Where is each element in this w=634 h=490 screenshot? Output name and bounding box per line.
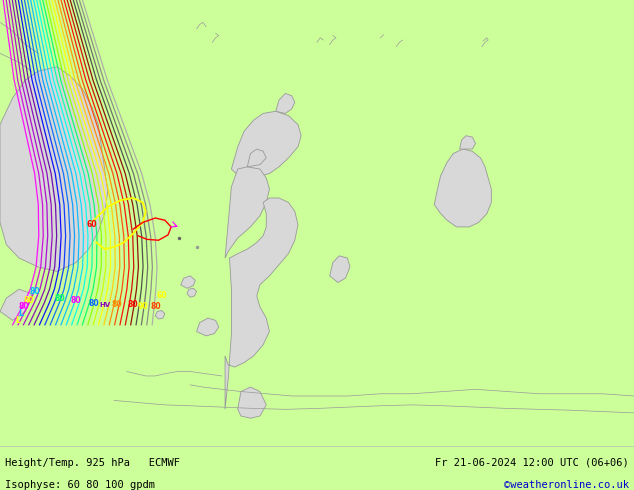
Text: 80: 80 bbox=[112, 300, 122, 309]
Text: 80: 80 bbox=[89, 299, 99, 308]
Text: 80: 80 bbox=[19, 302, 29, 312]
Text: 90: 90 bbox=[138, 302, 148, 312]
Text: 80: 80 bbox=[128, 300, 138, 309]
Polygon shape bbox=[0, 67, 108, 271]
Text: ©weatheronline.co.uk: ©weatheronline.co.uk bbox=[504, 480, 629, 490]
Polygon shape bbox=[231, 111, 301, 178]
Polygon shape bbox=[0, 289, 32, 320]
Polygon shape bbox=[181, 276, 195, 288]
Polygon shape bbox=[434, 149, 491, 227]
Text: 80: 80 bbox=[55, 294, 65, 303]
Polygon shape bbox=[460, 136, 476, 149]
Polygon shape bbox=[238, 387, 266, 418]
Polygon shape bbox=[276, 94, 295, 114]
Text: Isophyse: 60 80 100 gpdm: Isophyse: 60 80 100 gpdm bbox=[5, 480, 155, 490]
Text: 80: 80 bbox=[30, 287, 40, 296]
Polygon shape bbox=[155, 311, 165, 319]
Text: Fr 21-06-2024 12:00 UTC (06+06): Fr 21-06-2024 12:00 UTC (06+06) bbox=[435, 458, 629, 467]
Text: 60: 60 bbox=[157, 292, 167, 300]
Text: Height/Temp. 925 hPa   ECMWF: Height/Temp. 925 hPa ECMWF bbox=[5, 458, 180, 467]
Text: 80: 80 bbox=[23, 296, 34, 305]
Polygon shape bbox=[247, 149, 266, 167]
Text: 60: 60 bbox=[87, 220, 97, 229]
Text: L: L bbox=[15, 316, 20, 325]
Polygon shape bbox=[225, 198, 298, 409]
Text: HV: HV bbox=[99, 302, 110, 308]
Text: 80: 80 bbox=[71, 296, 81, 305]
Polygon shape bbox=[330, 256, 350, 283]
Polygon shape bbox=[187, 288, 197, 297]
Text: L: L bbox=[18, 309, 23, 318]
Polygon shape bbox=[225, 167, 269, 258]
Text: 80: 80 bbox=[150, 302, 160, 312]
Polygon shape bbox=[197, 318, 219, 336]
